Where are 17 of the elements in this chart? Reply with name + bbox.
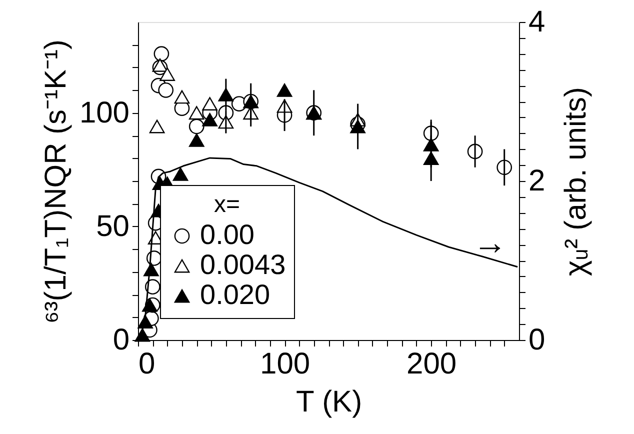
- y-axis-title: ⁶³(1/T₁T)NQR (s⁻¹K⁻¹): [39, 39, 72, 324]
- y-tick-label: 0: [112, 324, 130, 356]
- legend-title: x=: [214, 191, 240, 218]
- y-tick-label: 50: [96, 210, 130, 243]
- y2-tick-label: 0: [528, 324, 546, 356]
- annotation: →: [473, 224, 507, 262]
- y2-tick-label: 2: [528, 164, 546, 198]
- y2-axis-title: χᵤ² (arb. units): [560, 87, 592, 276]
- legend-label: 0.0043: [200, 249, 286, 280]
- y2-tick-label: 4: [528, 6, 546, 38]
- x-tick-label: 100: [260, 348, 310, 380]
- x-tick-label: 200: [406, 348, 457, 380]
- legend-label: 0.00: [200, 219, 254, 250]
- x-tick-label: 0: [138, 348, 156, 380]
- y-tick-label: 100: [79, 96, 130, 130]
- legend-label: 0.020: [200, 279, 270, 310]
- x-axis-title: T (K): [296, 386, 362, 418]
